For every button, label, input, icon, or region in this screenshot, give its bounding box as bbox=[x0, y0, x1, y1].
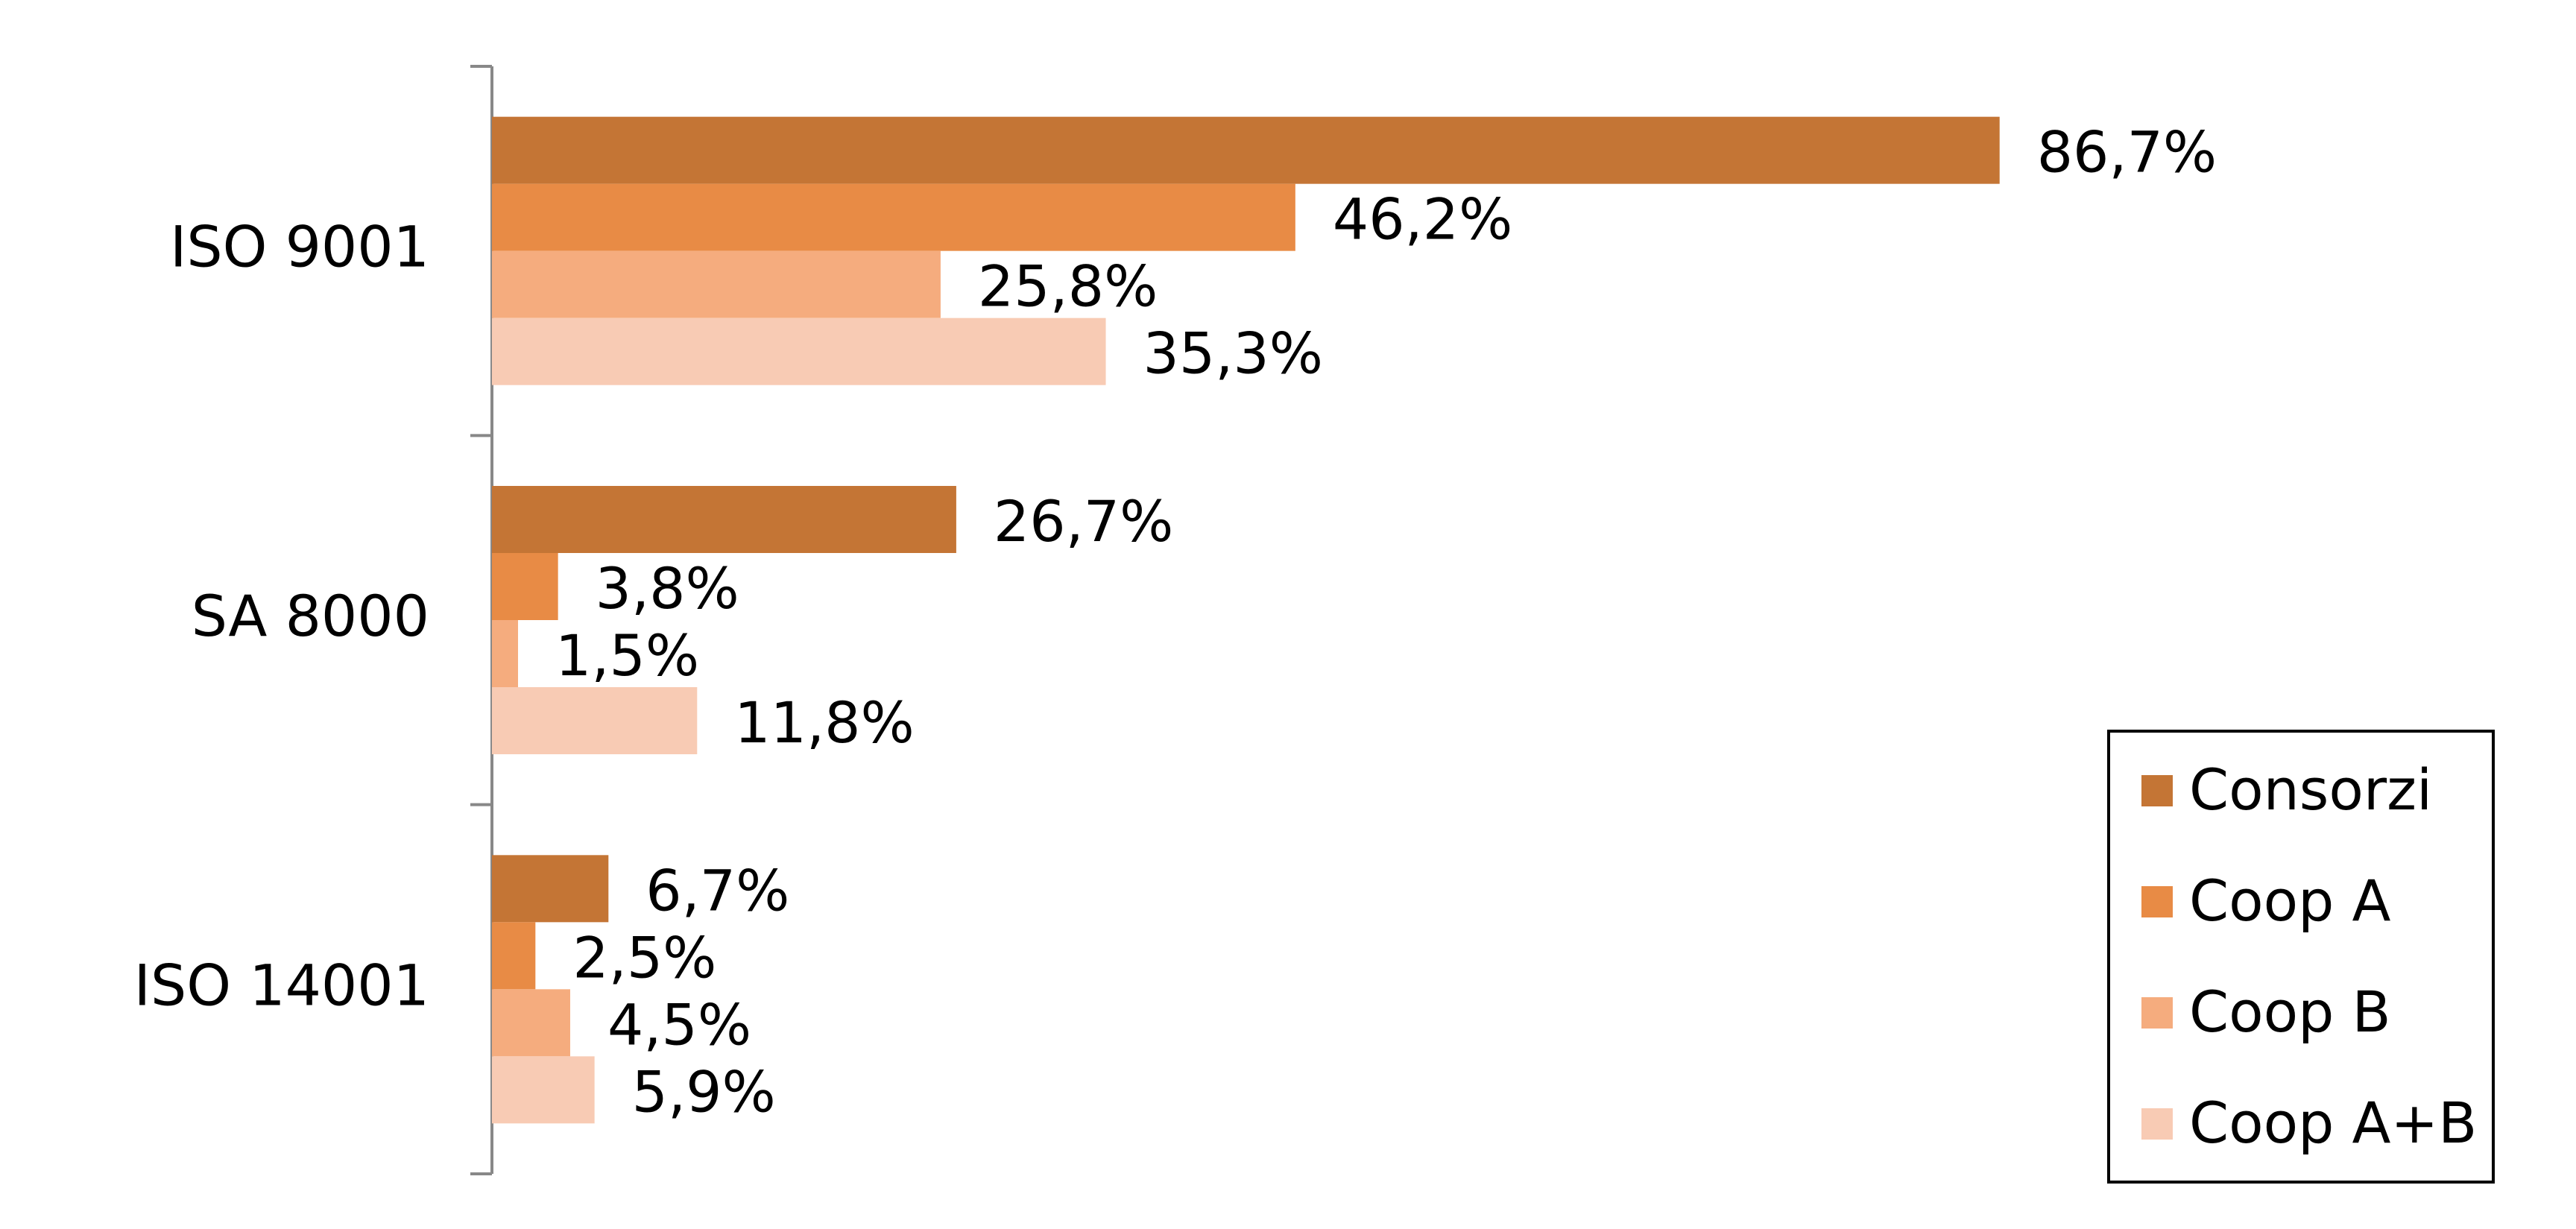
bar bbox=[492, 1056, 595, 1124]
y-tick-label: ISO 9001 bbox=[170, 214, 429, 280]
value-label: 5,9% bbox=[632, 1058, 776, 1125]
value-label: 35,3% bbox=[1143, 320, 1323, 387]
bar bbox=[492, 317, 1106, 385]
bar bbox=[492, 486, 956, 553]
value-label: 26,7% bbox=[994, 488, 1173, 555]
value-label: 25,8% bbox=[978, 253, 1158, 320]
value-label: 4,5% bbox=[607, 991, 751, 1058]
y-tick-label: SA 8000 bbox=[192, 583, 429, 649]
legend-swatch bbox=[2141, 1108, 2173, 1140]
legend-label: Coop A+B bbox=[2189, 1090, 2477, 1156]
legend-label: Consorzi bbox=[2189, 756, 2432, 823]
bar bbox=[492, 553, 558, 620]
legend-swatch bbox=[2141, 886, 2173, 917]
y-tick-label: ISO 14001 bbox=[134, 952, 429, 1018]
legend-swatch bbox=[2141, 997, 2173, 1029]
legend-label: Coop B bbox=[2189, 979, 2391, 1045]
bar bbox=[492, 250, 941, 318]
bar bbox=[492, 922, 536, 990]
value-label: 86,7% bbox=[2037, 119, 2217, 186]
legend-label: Coop A bbox=[2189, 868, 2390, 934]
bar bbox=[492, 116, 2000, 184]
bar bbox=[492, 989, 570, 1057]
bar bbox=[492, 855, 609, 923]
value-label: 2,5% bbox=[572, 924, 716, 991]
legend: Consorzi Coop A Coop B Coop A+B bbox=[2107, 730, 2495, 1184]
value-label: 6,7% bbox=[645, 857, 789, 923]
value-label: 11,8% bbox=[734, 689, 914, 756]
bar bbox=[492, 620, 518, 687]
value-label: 1,5% bbox=[555, 622, 699, 689]
value-label: 46,2% bbox=[1333, 186, 1512, 253]
bar bbox=[492, 687, 698, 754]
bar bbox=[492, 183, 1295, 251]
legend-swatch bbox=[2141, 775, 2173, 806]
value-label: 3,8% bbox=[596, 555, 739, 622]
